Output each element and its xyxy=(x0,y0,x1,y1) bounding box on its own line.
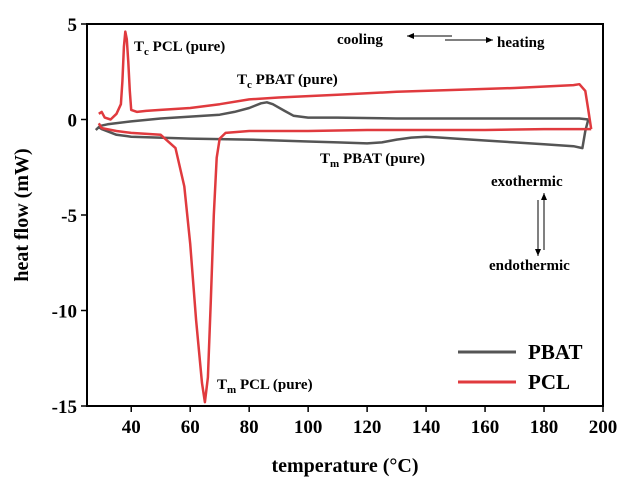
x-tick-label: 80 xyxy=(240,417,259,438)
label-exothermic: exothermic xyxy=(491,174,563,190)
series-line-pcl-cooling xyxy=(98,30,593,130)
series-line-pbat-heating xyxy=(94,119,590,150)
y-tick-label: -10 xyxy=(52,302,77,323)
x-tick-label: 180 xyxy=(530,417,559,438)
annotation-tm-pcl: Tm PCL (pure) xyxy=(217,377,313,396)
series-layer xyxy=(94,30,593,404)
x-tick-label: 140 xyxy=(412,417,441,438)
series-line-pcl-heating xyxy=(97,122,592,404)
y-tick-label: 5 xyxy=(68,15,78,36)
y-axis: 5 0 -5 -10 -15 xyxy=(52,15,87,418)
legend-label-pbat: PBAT xyxy=(528,340,582,364)
label-endothermic: endothermic xyxy=(489,258,570,274)
series-line-pbat-cooling xyxy=(98,101,589,128)
label-cooling: cooling xyxy=(337,32,383,48)
x-tick-label: 60 xyxy=(181,417,200,438)
y-tick-label: -15 xyxy=(52,397,77,418)
y-tick-label: -5 xyxy=(61,206,77,227)
annotation-tm-pbat: Tm PBAT (pure) xyxy=(320,151,425,170)
y-axis-title: heat flow (mW) xyxy=(11,148,33,281)
x-tick-label: 100 xyxy=(294,417,323,438)
x-tick-label: 120 xyxy=(353,417,382,438)
x-axis-title: temperature (°C) xyxy=(271,455,418,477)
x-tick-label: 160 xyxy=(471,417,500,438)
legend: PBAT PCL xyxy=(458,340,582,394)
x-axis: 40 60 80 100 120 140 160 180 200 xyxy=(122,406,618,438)
legend-label-pcl: PCL xyxy=(528,370,570,394)
annotation-tc-pcl: Tc PCL (pure) xyxy=(134,39,225,58)
x-tick-label: 40 xyxy=(122,417,141,438)
annotation-tc-pbat: Tc PBAT (pure) xyxy=(237,72,338,91)
y-tick-label: 0 xyxy=(68,111,78,132)
plot-frame xyxy=(86,23,604,407)
label-heating: heating xyxy=(497,35,545,51)
x-tick-label: 200 xyxy=(589,417,618,438)
